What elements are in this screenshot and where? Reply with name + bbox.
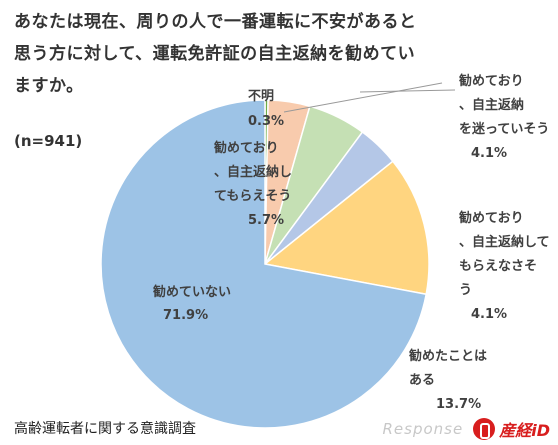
chart-title: あなたは現在、周りの人で一番運転に不安があると 思う方に対して、運転免許証の自主… bbox=[14, 12, 417, 96]
source-note: 高齢運転者に関する意識調査 bbox=[14, 421, 196, 437]
slice-value-unlikely-return: 4.1% bbox=[471, 307, 507, 322]
slice-value-not-sure: 0.3% bbox=[248, 114, 284, 129]
slice-label-unlikely-return: う bbox=[459, 283, 472, 298]
slice-label-hesitating: を迷っていそう bbox=[459, 121, 549, 137]
slice-value-once-recommended: 13.7% bbox=[436, 397, 481, 412]
watermark-response-text: Response bbox=[382, 420, 464, 438]
slice-label-unlikely-return: 、自主返納して bbox=[459, 234, 550, 250]
slice-value-likely-return: 5.7% bbox=[248, 213, 284, 228]
leader-line-not-sure bbox=[283, 82, 443, 113]
watermark-brand-text: 産経iD bbox=[499, 421, 550, 440]
watermark: Response 産経iD bbox=[382, 417, 550, 441]
pie-slice-once-recommended bbox=[263, 160, 430, 296]
slice-label-not-sure: 不明 bbox=[248, 89, 274, 104]
slice-label-once-recommended: ある bbox=[409, 373, 435, 388]
slice-value-not-recommended: 71.9% bbox=[163, 308, 208, 323]
slice-label-likely-return: 勧めており bbox=[213, 140, 279, 156]
pie-slice-not-recommended bbox=[100, 99, 428, 429]
slice-label-once-recommended: 勧めたことは bbox=[408, 348, 487, 364]
slice-label-likely-return: 、自主返納し bbox=[214, 164, 292, 180]
leader-line-hesitating bbox=[359, 89, 456, 93]
slice-label-unlikely-return: もらえなさそ bbox=[459, 259, 537, 274]
slice-value-hesitating: 4.1% bbox=[471, 146, 507, 161]
slice-label-hesitating: 勧めており bbox=[458, 73, 524, 89]
slice-label-hesitating: 、自主返納 bbox=[459, 97, 524, 113]
slice-label-likely-return: てもらえそう bbox=[214, 189, 291, 204]
sample-size-label: (n=941) bbox=[14, 132, 83, 150]
brand-logo-icon bbox=[473, 418, 496, 440]
slice-label-unlikely-return: 勧めており bbox=[458, 210, 524, 226]
slice-label-not-recommended: 勧めていない bbox=[152, 284, 231, 300]
